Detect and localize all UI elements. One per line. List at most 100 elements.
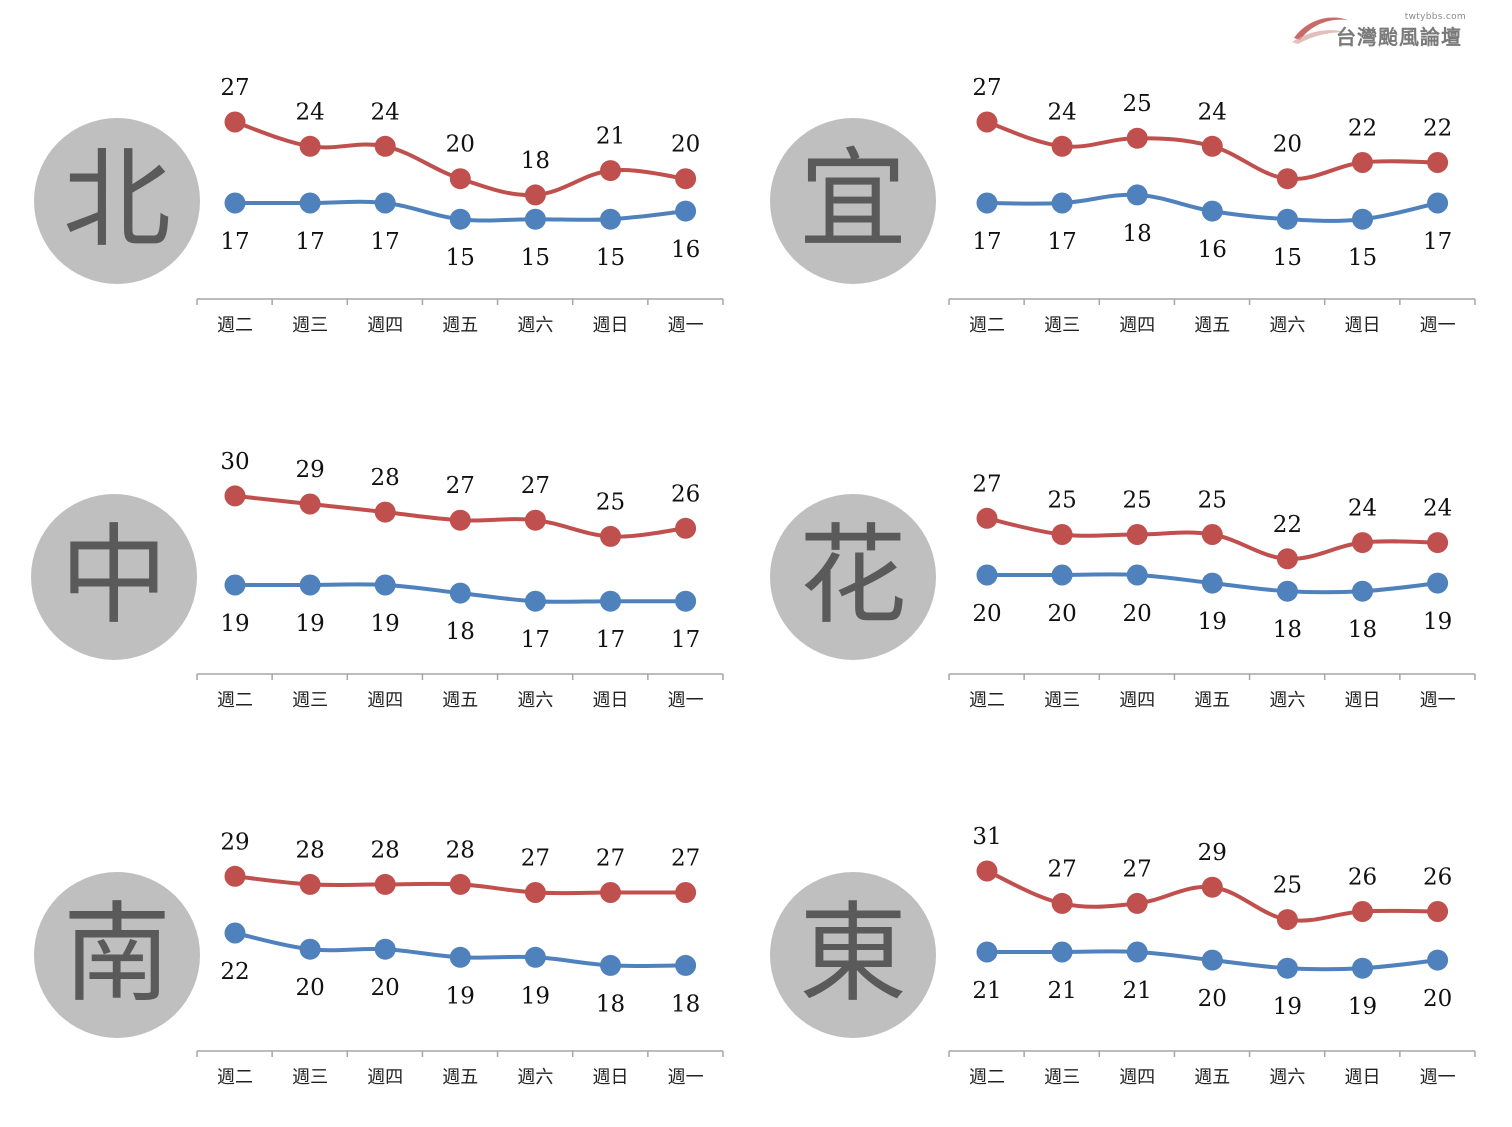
- low-temp-label: 21: [972, 978, 1001, 1004]
- region-name: 宜: [798, 138, 907, 263]
- high-temp-label: 27: [1047, 856, 1076, 882]
- low-temp-label: 17: [220, 229, 249, 255]
- low-temp-point: [1276, 957, 1298, 979]
- low-temp-label: 17: [596, 627, 625, 653]
- high-temp-label: 20: [671, 132, 700, 158]
- low-temp-point: [224, 574, 246, 596]
- region-badge: 東: [770, 872, 936, 1038]
- low-temp-label: 20: [1198, 986, 1227, 1012]
- line-chart: 週二 週三 週四 週五 週六 週日 週一 27 24 24 20 18 21 20 17 17 17 15 15 15…: [196, 75, 724, 336]
- high-temp-label: 29: [220, 829, 249, 855]
- high-temp-point: [224, 485, 246, 507]
- low-temp-point: [1126, 564, 1148, 586]
- high-temp-point: [374, 501, 396, 523]
- chart-panel: 週二 週三 週四 週五 週六 週日 週一 27 24 24 20 18 21 20 17 17 17 15 15 15…: [0, 0, 756, 375]
- x-tick-label: 週六: [517, 690, 553, 711]
- region-name: 花: [798, 514, 907, 639]
- high-temp-point: [449, 873, 471, 895]
- high-temp-point: [224, 865, 246, 887]
- low-temp-point: [600, 208, 621, 230]
- x-tick-label: 週三: [292, 690, 328, 711]
- forum-logo: twtybbs.com 台灣颱風論壇: [1290, 8, 1480, 52]
- x-tick-label: 週六: [517, 315, 553, 336]
- high-temp-label: 18: [521, 148, 550, 174]
- high-temp-label: 25: [1273, 873, 1302, 899]
- high-temp-point: [299, 135, 321, 157]
- low-temp-point: [976, 192, 998, 214]
- x-tick-label: 週五: [442, 690, 478, 711]
- high-temp-label: 27: [220, 75, 249, 101]
- region-badge: 中: [31, 494, 197, 660]
- high-temp-label: 27: [521, 846, 550, 872]
- line-chart: 週二 週三 週四 週五 週六 週日 週一 27 25 25 25 22 24 24 20 20 20 19 18 18…: [948, 471, 1476, 711]
- high-temp-point: [1126, 524, 1148, 545]
- low-temp-point: [299, 192, 321, 214]
- high-temp-point: [1201, 524, 1223, 545]
- low-temp-label: 16: [671, 237, 700, 263]
- low-temp-point: [299, 574, 321, 596]
- high-temp-label: 25: [1123, 488, 1152, 514]
- high-temp-label: 27: [972, 471, 1001, 497]
- high-temp-point: [449, 509, 471, 531]
- high-temp-point: [1276, 168, 1298, 190]
- high-temp-label: 27: [521, 473, 550, 499]
- high-temp-label: 24: [1423, 496, 1452, 522]
- x-tick-label: 週五: [442, 315, 478, 336]
- x-tick-label: 週六: [1269, 315, 1305, 336]
- high-temp-label: 25: [1123, 91, 1152, 117]
- high-temp-label: 27: [671, 846, 700, 872]
- low-temp-point: [675, 954, 697, 976]
- x-tick-label: 週一: [1420, 315, 1456, 336]
- x-tick-label: 週四: [1119, 690, 1155, 711]
- x-tick-label: 週日: [1345, 1067, 1381, 1088]
- high-temp-point: [1352, 152, 1373, 173]
- high-temp-point: [1427, 152, 1449, 173]
- low-temp-label: 19: [446, 983, 475, 1009]
- low-temp-point: [976, 941, 998, 963]
- line-chart: 週二 週三 週四 週五 週六 週日 週一 30 29 28 27 27 25 26 19 19 19 18 17 17…: [196, 449, 724, 711]
- low-temp-label: 21: [1047, 978, 1076, 1004]
- x-tick-label: 週六: [1269, 690, 1305, 711]
- low-temp-point: [449, 582, 471, 604]
- x-tick-label: 週日: [593, 1067, 629, 1088]
- low-temp-point: [1276, 208, 1298, 230]
- x-tick-label: 週四: [1119, 315, 1155, 336]
- x-tick-label: 週五: [1194, 315, 1230, 336]
- low-temp-point: [976, 564, 998, 586]
- chart-panel: 週二 週三 週四 週五 週六 週日 週一 31 27 27 29 25 26 26 21 21 21 20 19 19…: [752, 752, 1508, 1127]
- swoosh-icon: [1292, 17, 1348, 44]
- line-chart: 週二 週三 週四 週五 週六 週日 週一 31 27 27 29 25 26 26 21 21 21 20 19 19…: [948, 824, 1476, 1088]
- low-temp-label: 15: [446, 245, 475, 271]
- low-temp-label: 16: [1198, 237, 1227, 263]
- high-temp-point: [524, 184, 546, 206]
- high-temp-point: [976, 860, 998, 882]
- low-temp-label: 20: [1123, 601, 1152, 627]
- low-temp-label: 20: [972, 601, 1001, 627]
- low-temp-label: 19: [1348, 994, 1377, 1020]
- high-temp-point: [675, 517, 697, 539]
- low-temp-label: 20: [371, 975, 400, 1001]
- x-tick-label: 週二: [217, 315, 253, 336]
- low-temp-label: 22: [220, 959, 249, 985]
- high-temp-point: [675, 168, 697, 190]
- low-temp-point: [675, 590, 697, 612]
- low-temp-point: [224, 192, 246, 214]
- high-temp-point: [1051, 135, 1073, 157]
- x-tick-label: 週一: [668, 1067, 704, 1088]
- x-tick-label: 週日: [593, 690, 629, 711]
- high-temp-label: 25: [596, 489, 625, 515]
- high-temp-label: 20: [1273, 132, 1302, 158]
- high-temp-label: 22: [1273, 512, 1302, 538]
- low-temp-label: 15: [1348, 245, 1377, 271]
- high-temp-point: [1276, 548, 1298, 570]
- low-temp-label: 19: [220, 611, 249, 637]
- low-temp-label: 17: [371, 229, 400, 255]
- low-temp-point: [1427, 949, 1449, 971]
- low-temp-point: [449, 208, 471, 230]
- x-tick-label: 週二: [969, 1067, 1005, 1088]
- x-tick-label: 週五: [1194, 1067, 1230, 1088]
- chart-panel: 週二 週三 週四 週五 週六 週日 週一 27 24 25 24 20 22 22 17 17 18 16 15 15…: [752, 0, 1508, 375]
- low-temp-point: [1352, 208, 1373, 230]
- low-temp-label: 17: [521, 627, 550, 653]
- low-temp-point: [1427, 572, 1449, 594]
